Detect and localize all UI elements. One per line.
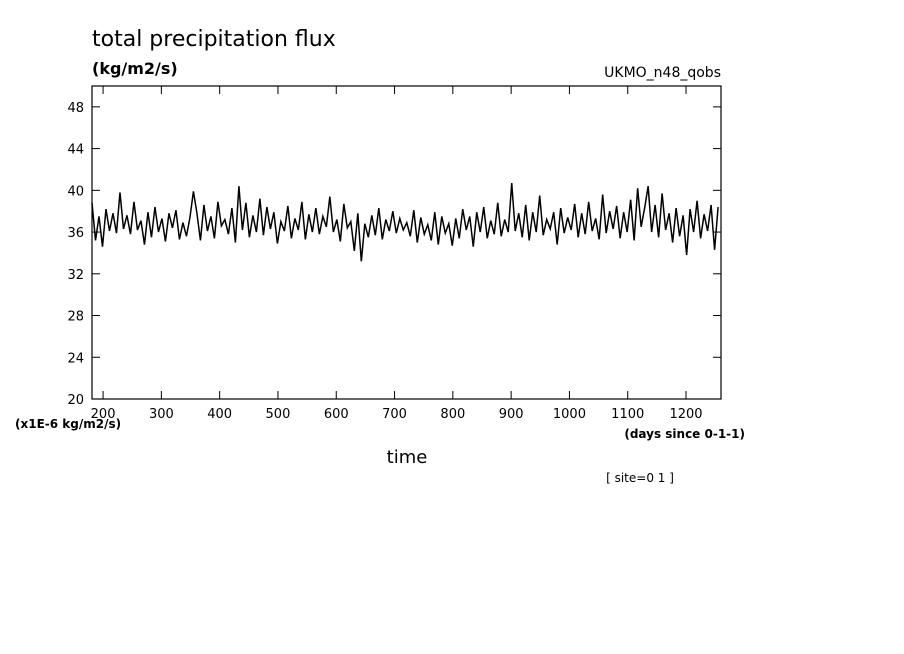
chart-subtitle: (kg/m2/s) [92,59,178,78]
y-tick-label: 20 [67,393,84,408]
chart-title: total precipitation flux [92,27,336,52]
y-axis-label: (x1E-6 kg/m2/s) [15,417,121,431]
y-tick-label: 32 [67,268,84,283]
x-tick-label: 300 [149,407,174,422]
x-tick-label: 600 [324,407,349,422]
plot-frame [91,85,722,400]
x-tick-label: 1000 [553,407,586,422]
x-tick-label: 1200 [669,407,702,422]
x-axis-label: time [387,447,428,468]
x-tick-label: 400 [207,407,232,422]
y-tick-label: 28 [67,310,84,325]
y-tick-label: 36 [67,226,84,241]
data-line [91,182,719,262]
x-tick-label: 800 [440,407,465,422]
x-tick-label: 1100 [611,407,644,422]
y-tick-label: 40 [67,184,84,199]
x-tick-label: 200 [91,407,116,422]
dataset-label: UKMO_n48_qobs [604,65,721,81]
y-tick-label: 48 [67,101,84,116]
x-tick-label: 900 [499,407,524,422]
x-axis-units: (days since 0-1-1) [624,427,745,441]
y-tick-label: 44 [67,143,84,158]
y-tick-label: 24 [67,351,84,366]
x-tick-label: 500 [266,407,291,422]
x-tick-label: 700 [382,407,407,422]
annotation: [ site=0 1 ] [606,471,674,485]
